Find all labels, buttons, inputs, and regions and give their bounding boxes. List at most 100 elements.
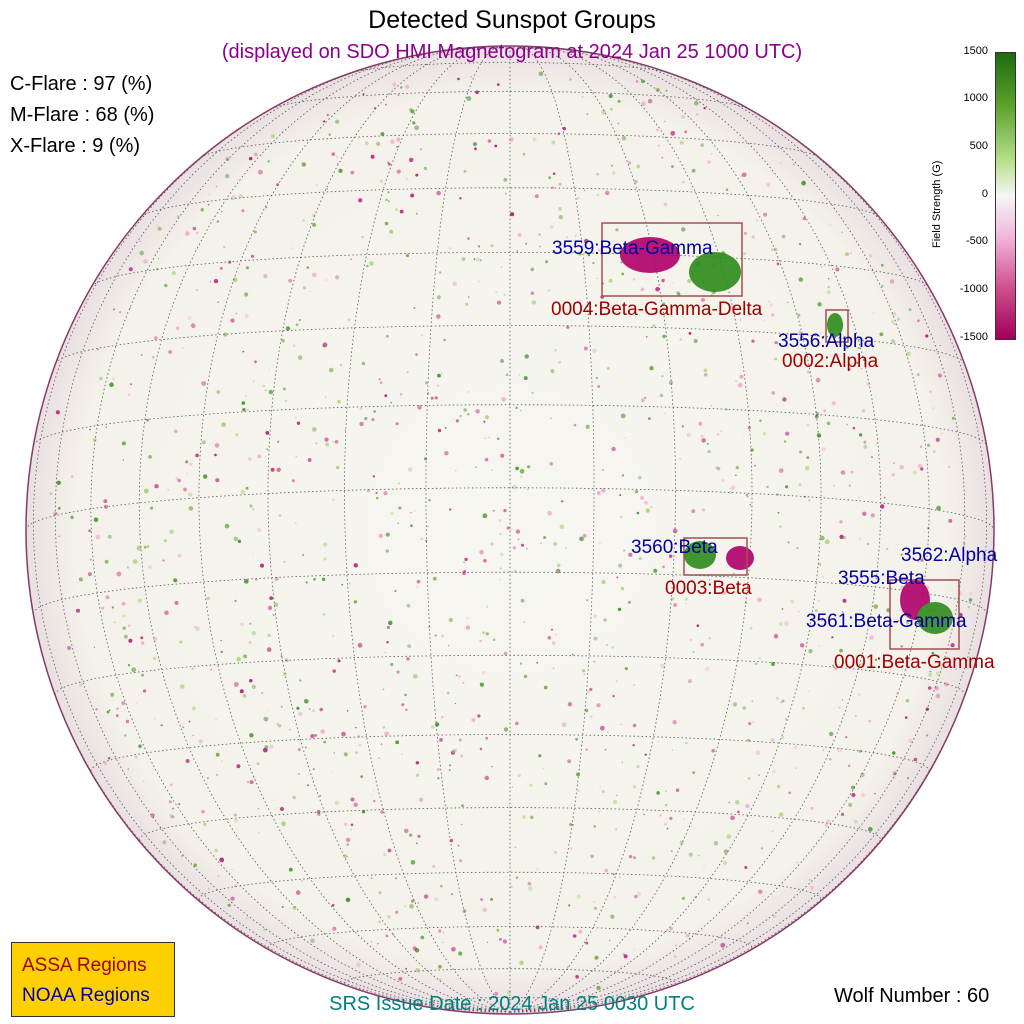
field-speckle <box>298 711 303 717</box>
field-speckle <box>517 773 521 778</box>
field-speckle <box>353 563 358 568</box>
field-speckle <box>545 260 549 264</box>
field-speckle <box>547 510 552 516</box>
field-speckle <box>848 368 851 371</box>
field-speckle <box>213 278 219 284</box>
field-speckle <box>531 300 537 305</box>
field-speckle <box>245 486 249 490</box>
field-speckle <box>267 605 273 611</box>
field-speckle <box>755 219 759 222</box>
field-speckle <box>798 483 802 487</box>
field-speckle <box>366 264 369 268</box>
field-speckle <box>103 499 108 504</box>
field-speckle <box>674 944 678 947</box>
field-speckle <box>395 208 399 212</box>
field-speckle <box>824 539 830 545</box>
field-speckle <box>126 566 130 569</box>
field-speckle <box>288 867 293 872</box>
field-speckle <box>76 608 80 613</box>
field-speckle <box>177 553 182 558</box>
field-speckle <box>703 865 705 868</box>
field-speckle <box>718 312 722 316</box>
field-speckle <box>886 547 889 551</box>
field-speckle <box>231 195 236 201</box>
field-speckle <box>449 764 452 767</box>
field-speckle <box>146 545 150 548</box>
field-speckle <box>785 485 789 489</box>
field-speckle <box>395 740 400 745</box>
field-speckle <box>776 697 779 700</box>
field-speckle <box>742 706 747 710</box>
field-speckle <box>781 234 786 239</box>
field-speckle <box>632 785 637 789</box>
legend-assa: ASSA Regions <box>22 955 147 976</box>
field-speckle <box>201 810 205 814</box>
field-speckle <box>569 823 572 826</box>
field-speckle <box>233 536 239 542</box>
field-speckle <box>551 641 556 645</box>
field-speckle <box>810 886 814 890</box>
field-speckle <box>390 139 395 144</box>
field-speckle <box>515 721 519 726</box>
field-speckle <box>839 534 844 540</box>
field-speckle <box>799 339 801 342</box>
field-speckle <box>807 370 811 374</box>
field-speckle <box>246 408 250 411</box>
field-speckle <box>571 653 574 656</box>
field-speckle <box>638 557 642 561</box>
field-speckle <box>308 708 311 710</box>
field-speckle <box>527 465 531 469</box>
field-speckle <box>138 744 142 748</box>
field-speckle <box>411 899 415 903</box>
field-speckle <box>409 157 414 163</box>
field-speckle <box>846 345 849 349</box>
field-speckle <box>385 198 388 202</box>
field-speckle <box>444 451 449 456</box>
field-speckle <box>416 842 418 845</box>
field-speckle <box>932 450 936 453</box>
field-speckle <box>707 450 711 454</box>
field-speckle <box>696 624 700 627</box>
field-speckle <box>743 252 747 256</box>
field-speckle <box>890 668 892 670</box>
field-speckle <box>578 929 583 934</box>
field-speckle <box>383 491 388 496</box>
field-speckle <box>863 444 868 449</box>
field-speckle <box>659 393 664 398</box>
field-speckle <box>581 96 584 98</box>
field-speckle <box>758 657 761 660</box>
field-speckle <box>492 638 496 641</box>
field-speckle <box>198 739 203 744</box>
field-speckle <box>385 934 389 938</box>
field-speckle <box>618 876 622 879</box>
field-speckle <box>128 638 133 643</box>
field-speckle <box>358 743 362 747</box>
field-speckle <box>139 250 144 256</box>
field-speckle <box>434 722 440 727</box>
field-speckle <box>881 284 884 287</box>
field-speckle <box>672 282 674 284</box>
field-speckle <box>929 670 932 673</box>
field-speckle <box>485 415 489 420</box>
field-speckle <box>340 364 342 367</box>
field-speckle <box>747 777 751 780</box>
field-speckle <box>323 120 326 123</box>
field-speckle <box>297 355 303 360</box>
field-speckle <box>127 768 129 770</box>
field-speckle <box>521 543 524 547</box>
grid-line <box>425 997 595 1005</box>
field-speckle <box>252 508 255 511</box>
field-speckle <box>292 795 296 800</box>
field-speckle <box>426 525 429 528</box>
field-speckle <box>790 599 795 604</box>
field-speckle <box>492 509 495 512</box>
field-speckle <box>449 247 452 250</box>
field-speckle <box>906 351 911 356</box>
field-speckle <box>106 710 110 714</box>
field-speckle <box>266 647 272 652</box>
field-speckle <box>484 775 489 781</box>
field-speckle <box>679 544 684 549</box>
field-speckle <box>70 475 74 478</box>
field-speckle <box>437 777 440 780</box>
field-speckle <box>465 302 469 306</box>
